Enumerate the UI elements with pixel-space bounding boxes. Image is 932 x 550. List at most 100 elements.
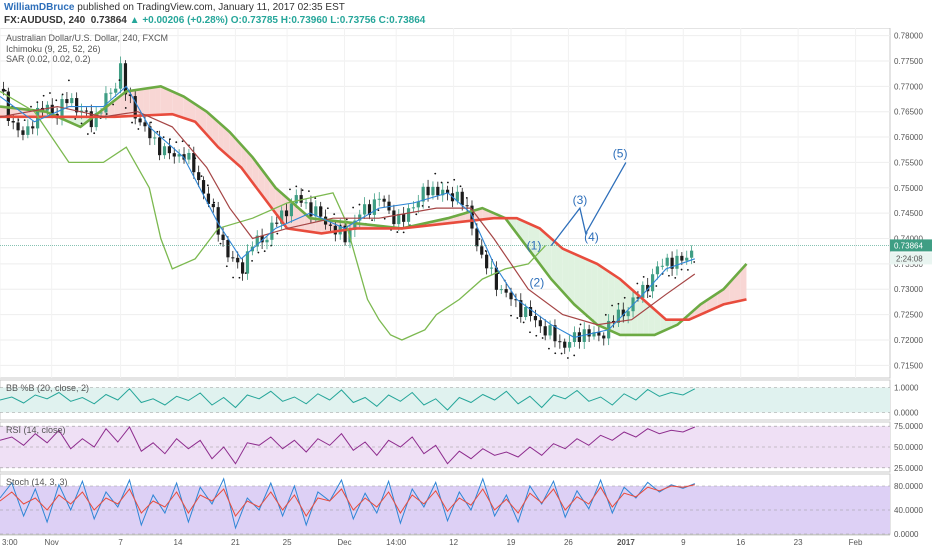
sar-dot bbox=[377, 209, 380, 212]
candle-body bbox=[221, 234, 225, 240]
sar-dot bbox=[383, 217, 386, 220]
sar-dot bbox=[453, 178, 456, 181]
sar-dot bbox=[333, 213, 336, 216]
candle-body bbox=[133, 96, 137, 119]
kumo-cloud-segment bbox=[0, 106, 6, 117]
price-panel: 0.78000 0.77500 0.77000 0.76500 0.76000 0.755… bbox=[0, 28, 932, 379]
candle-body bbox=[367, 204, 372, 215]
candle-body bbox=[94, 113, 98, 128]
candle-body bbox=[353, 220, 357, 230]
sar-dot bbox=[86, 133, 89, 135]
chart-canvas[interactable]: 0.78000 0.77500 0.77000 0.76500 0.76000 0.755… bbox=[0, 28, 932, 550]
kumo-cloud-segment bbox=[149, 87, 156, 116]
price-tick-label: 0.78000 bbox=[894, 32, 923, 41]
kumo-cloud-segment bbox=[315, 218, 322, 234]
sar-dot bbox=[510, 314, 512, 317]
candle-body bbox=[509, 292, 513, 300]
candle-body bbox=[568, 342, 572, 348]
sar-dot bbox=[74, 118, 77, 120]
sar-dot bbox=[156, 130, 159, 133]
time-tick-label: 25 bbox=[283, 538, 292, 547]
ohlc-open: O:0.73785 bbox=[230, 15, 278, 26]
sar-dot bbox=[649, 295, 651, 298]
symbol-label: FX:AUDUSD, 240 bbox=[4, 15, 86, 26]
candle-body bbox=[309, 202, 313, 217]
candle-body bbox=[343, 225, 347, 243]
sar-dot bbox=[30, 105, 32, 108]
bb-g-band bbox=[0, 387, 890, 413]
candle-body bbox=[192, 152, 196, 173]
time-tick-label: 14:00 bbox=[386, 538, 407, 547]
sar-dot bbox=[440, 181, 443, 184]
price-plot-area bbox=[0, 28, 891, 379]
candle-body bbox=[197, 172, 201, 181]
sar-dot bbox=[225, 265, 228, 268]
sar-dot bbox=[320, 207, 323, 210]
publish-text: published on TradingView.com, January 11… bbox=[77, 2, 345, 13]
candle-body bbox=[646, 284, 650, 292]
kumo-cloud-segment bbox=[223, 126, 230, 158]
candle-body bbox=[167, 146, 171, 154]
sar-dot bbox=[465, 196, 468, 199]
sar-dot bbox=[131, 121, 133, 124]
wave-projection-line bbox=[550, 162, 627, 246]
candle-body bbox=[148, 126, 152, 139]
price-tick-label: 0.75500 bbox=[894, 158, 923, 167]
candle-body bbox=[431, 186, 435, 196]
sar-dot bbox=[655, 285, 658, 287]
sar-dot bbox=[396, 231, 399, 233]
candle-body bbox=[45, 104, 49, 111]
sar-dot bbox=[112, 103, 115, 106]
candle-body bbox=[31, 126, 35, 129]
sar-dot bbox=[206, 184, 209, 187]
candle-body bbox=[553, 325, 557, 342]
sar-dot bbox=[345, 218, 348, 221]
sar-dot bbox=[428, 206, 430, 208]
kumo-cloud-segment bbox=[602, 267, 609, 330]
candle-body bbox=[660, 265, 664, 267]
candle-body bbox=[11, 120, 15, 123]
countdown-label: 2:24:08 bbox=[896, 254, 923, 263]
time-tick-label: 7 bbox=[118, 538, 123, 547]
kumo-cloud-segment bbox=[235, 138, 242, 168]
rsi-g-tick-label: 50.0000 bbox=[894, 443, 923, 452]
candle-body bbox=[50, 104, 54, 114]
sar-dot bbox=[23, 119, 26, 122]
kumo-cloud-segment bbox=[528, 223, 534, 257]
candle-body bbox=[162, 146, 167, 156]
candle-body bbox=[402, 214, 406, 222]
candle-body bbox=[358, 214, 362, 221]
wave-label: (5) bbox=[613, 146, 628, 160]
sar-dot bbox=[484, 250, 487, 252]
candle-body bbox=[172, 153, 176, 157]
candle-body bbox=[26, 126, 30, 135]
publish-line: WilliamDBruce published on TradingView.c… bbox=[4, 2, 345, 13]
candle-body bbox=[475, 228, 479, 247]
candle-body bbox=[416, 201, 420, 208]
time-axis[interactable]: 3:00 Nov 7 14 21 25 Dec 14:00 12 19 26 2017 9 16 23 Feb bbox=[0, 534, 890, 547]
time-tick-label: 19 bbox=[507, 538, 516, 547]
author-name[interactable]: WilliamDBruce bbox=[4, 2, 75, 13]
kumo-cloud-segment bbox=[556, 243, 563, 292]
candle-body bbox=[392, 210, 396, 225]
candle-body bbox=[690, 250, 694, 258]
candle-body bbox=[504, 289, 508, 293]
kumo-cloud-segment bbox=[183, 96, 190, 120]
candle-body bbox=[665, 257, 669, 266]
kumo-cloud-segment bbox=[252, 157, 259, 191]
price-tick-label: 0.74500 bbox=[894, 209, 923, 218]
bb-g-tick-label: 1.0000 bbox=[894, 384, 919, 393]
candle-body bbox=[123, 63, 128, 95]
kumo-cloud-segment bbox=[212, 116, 219, 148]
sar-dot bbox=[434, 172, 437, 175]
sar-dot bbox=[642, 275, 645, 278]
sar-dot bbox=[611, 304, 613, 307]
candle-body bbox=[299, 195, 303, 203]
kijun-sen-line bbox=[0, 105, 696, 326]
sar-dot bbox=[623, 296, 626, 299]
countdown-tag bbox=[890, 252, 932, 265]
rsi-g-tick-label: 75.0000 bbox=[894, 422, 923, 431]
candle-body bbox=[411, 207, 416, 209]
price-tick-label: 0.76500 bbox=[894, 108, 923, 117]
sar-dot bbox=[244, 272, 247, 275]
